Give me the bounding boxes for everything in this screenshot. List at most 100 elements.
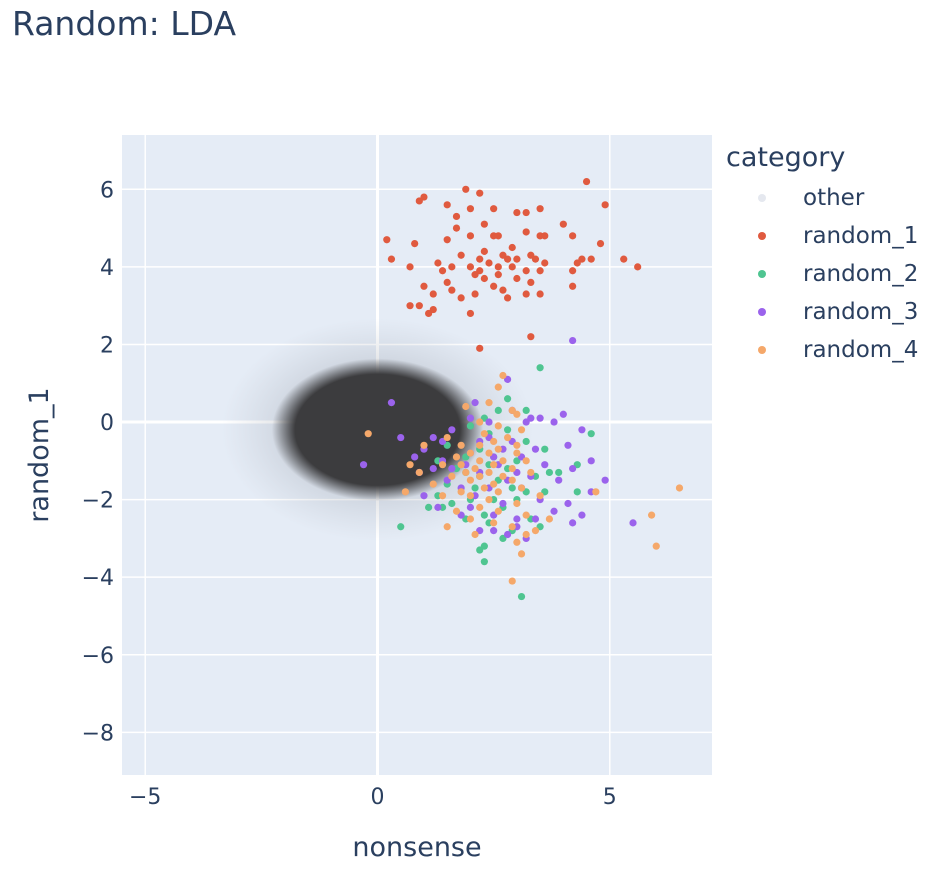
random_4-point (508, 523, 516, 531)
random_4-point (508, 476, 516, 484)
random_1-point (513, 255, 521, 263)
random_1-point (452, 212, 461, 221)
random_1-point (485, 259, 493, 267)
other-cloud-core (271, 358, 484, 502)
random_4-point (545, 515, 554, 523)
random_1-point (587, 255, 595, 263)
random_4-point (438, 461, 447, 469)
random_1-point (480, 220, 488, 228)
random_1-point (601, 201, 609, 209)
random_1-point (443, 201, 451, 209)
random_1-point (569, 282, 577, 290)
random_2-point (573, 488, 581, 496)
legend-swatch (758, 232, 766, 240)
random_1-point (573, 259, 581, 267)
random_3-point (569, 464, 577, 473)
random_1-point (522, 208, 530, 217)
random_3-point (531, 515, 540, 523)
random_3-point (555, 476, 563, 484)
random_1-point (476, 189, 484, 197)
random_4-point (592, 488, 600, 496)
random_2-point (587, 430, 595, 438)
random_1-point (429, 290, 437, 298)
random_4-point (462, 402, 470, 411)
random_1-point (559, 220, 567, 228)
random_4-point (490, 461, 498, 469)
random_2-point (517, 592, 526, 601)
random_4-point (494, 488, 502, 496)
random_4-point (527, 468, 535, 477)
random_4-point (401, 488, 409, 496)
random_4-point (499, 472, 507, 480)
random_1-point (499, 286, 507, 294)
random_4-point (508, 577, 516, 585)
x-axis-title: nonsense (352, 832, 481, 863)
legend-item-random_1[interactable]: random_1 (726, 217, 918, 255)
random_2-point (448, 499, 456, 508)
random_3-point (485, 418, 493, 426)
random_4-point (494, 507, 502, 515)
random_1-point (443, 236, 451, 244)
random_3-point (466, 503, 475, 511)
random_1-point (536, 205, 544, 213)
random_1-point (471, 271, 479, 279)
random_4-point (457, 488, 465, 496)
legend-label: random_4 (803, 337, 919, 363)
legend-title: category (726, 142, 846, 173)
random_3-point (578, 426, 586, 434)
random_3-point (471, 399, 479, 407)
random_4-point (485, 496, 493, 504)
random_4-point (476, 503, 484, 511)
random_1-point (476, 255, 484, 263)
random_1-point (438, 267, 447, 275)
random_1-point (466, 309, 475, 318)
random_3-point (564, 441, 572, 449)
random_3-point (601, 476, 609, 484)
legend-item-other[interactable]: other (726, 179, 918, 217)
legend-swatch (758, 346, 766, 354)
x-tick-label: −5 (129, 785, 161, 810)
random_3-point (503, 530, 512, 539)
random_1-point (494, 263, 502, 271)
random_4-point (508, 464, 516, 473)
series-random_1 (383, 177, 642, 352)
legend-swatch (758, 194, 766, 202)
random_3-point (569, 336, 577, 345)
random_4-point (485, 449, 493, 457)
legend-item-random_3[interactable]: random_3 (726, 293, 918, 331)
random_4-point (480, 484, 488, 492)
random_1-point (582, 177, 591, 186)
legend-swatch (758, 308, 766, 316)
random_1-point (536, 267, 544, 275)
random_1-point (494, 232, 502, 240)
random_1-point (527, 278, 535, 286)
random_3-point (434, 503, 442, 511)
random_1-point (531, 255, 540, 263)
legend-item-random_2[interactable]: random_2 (726, 255, 918, 293)
random_4-point (494, 445, 502, 453)
random_2-point (503, 395, 512, 403)
random_1-point (541, 232, 549, 240)
random_1-point (466, 263, 475, 271)
random_4-point (522, 457, 530, 465)
random_1-point (508, 263, 516, 271)
legend-item-random_4[interactable]: random_4 (726, 331, 918, 369)
random_2-point (522, 437, 530, 446)
random_1-point (596, 240, 605, 248)
random_3-point (541, 461, 549, 469)
y-tick-label: 0 (100, 411, 114, 436)
random_4-point (490, 480, 498, 488)
legend-swatch (758, 270, 766, 278)
legend-label: random_3 (803, 299, 919, 325)
random_1-point (476, 344, 484, 352)
random_3-point (466, 414, 475, 422)
random_4-point (490, 519, 498, 527)
random_1-point (383, 236, 391, 244)
random_1-point (425, 309, 433, 318)
random_1-point (387, 255, 396, 263)
random_2-point (508, 484, 516, 492)
random_1-point (480, 247, 488, 255)
points (359, 177, 684, 601)
random_4-point (476, 472, 484, 480)
random_4-point (499, 457, 507, 465)
